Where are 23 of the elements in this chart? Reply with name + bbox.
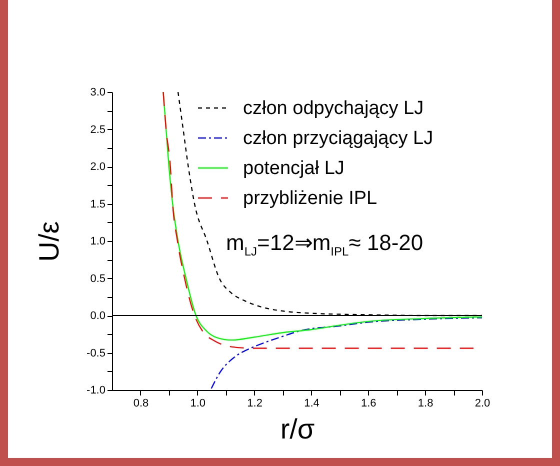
y-tick-label: 1.0 xyxy=(90,236,106,248)
y-tick-label: 2.0 xyxy=(90,161,106,173)
x-tick-label: 1.0 xyxy=(190,398,206,410)
x-tick-label: 1.6 xyxy=(361,398,376,410)
y-tick-label: 3.0 xyxy=(90,86,106,98)
y-tick-label: 1.5 xyxy=(90,198,106,210)
x-tick-label: 0.8 xyxy=(133,398,149,410)
legend-label: człon odpychający LJ xyxy=(243,98,424,119)
y-axis-title: U/ε xyxy=(34,221,65,262)
legend-label: przybliżenie IPL xyxy=(243,188,378,209)
legend-label: człon przyciągający LJ xyxy=(243,128,434,149)
x-tick-label: 1.4 xyxy=(304,398,320,410)
x-tick-label: 1.8 xyxy=(418,398,434,410)
y-tick-label: 0.0 xyxy=(90,310,106,322)
x-axis-title: r/σ xyxy=(280,414,315,444)
y-tick-label: -0.5 xyxy=(86,347,106,360)
x-tick-label: 1.2 xyxy=(247,398,262,410)
annotation: m$_{LJ}$=12⇒m$_{IPL}$≈ 18-20 xyxy=(226,230,424,258)
y-tick-label: -1.0 xyxy=(86,384,106,396)
y-tick-label: 0.5 xyxy=(90,272,106,285)
legend-label: potencjał LJ xyxy=(243,158,344,179)
x-tick-label: 2.0 xyxy=(474,398,490,410)
y-tick-label: 2.5 xyxy=(90,124,106,136)
